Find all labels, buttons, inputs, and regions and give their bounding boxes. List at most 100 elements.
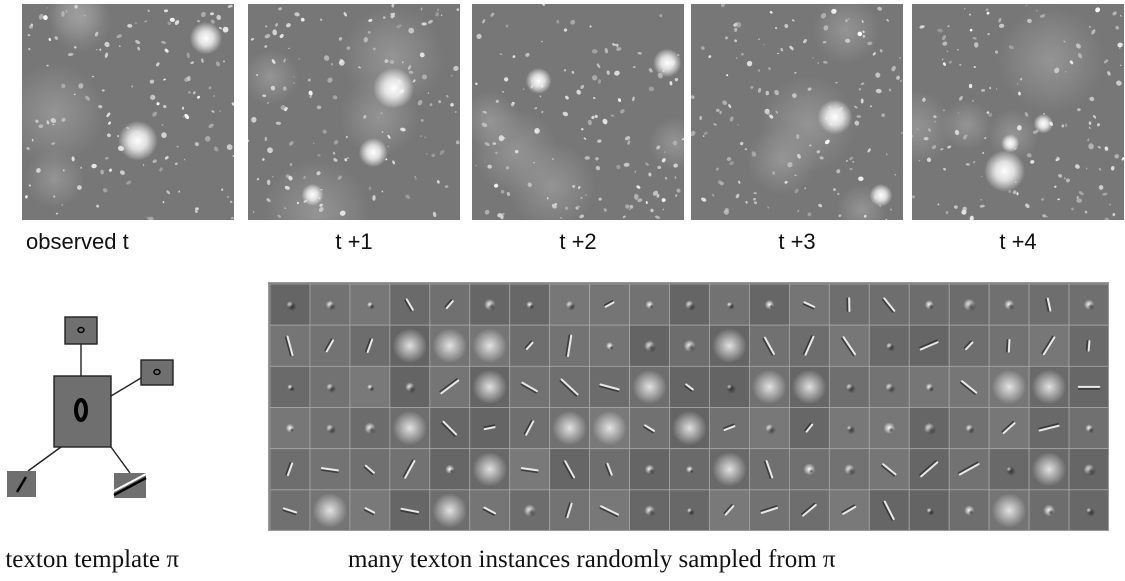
texton-instance-tile (429, 407, 471, 450)
texton-instance-tile (788, 365, 830, 408)
texton-instance-tile (1068, 283, 1108, 326)
texton-instance-tile (828, 324, 870, 367)
texton-instance-tile (1028, 407, 1070, 450)
texton-instance-tile (549, 324, 591, 367)
template-bottom-left-part (7, 471, 36, 497)
texton-instance-tile (709, 489, 750, 530)
texton-instance-tile (908, 365, 950, 408)
frame-label-t1: t +1 (335, 229, 373, 254)
template-connectors (27, 344, 142, 474)
texton-instance-tile (1028, 365, 1070, 408)
texton-instance-tile (1068, 448, 1108, 491)
texton-instance-tile (788, 324, 830, 367)
texton-instance-tile (389, 324, 431, 367)
texton-instance-tile (469, 407, 511, 450)
texton-instance-tile (589, 365, 630, 408)
texton-instance-tile (549, 365, 591, 408)
texton-instance-tile (469, 324, 511, 367)
texton-instance-tile (828, 365, 870, 408)
frame-label-observed: observed t (26, 229, 129, 254)
template-top-part (64, 316, 98, 345)
texton-instance-tile (549, 448, 591, 491)
texton-instance-tile (908, 489, 950, 530)
texton-instance-tile (349, 407, 391, 450)
texton-instance-tile (349, 365, 391, 408)
texton-instance-tile (908, 324, 950, 367)
texton-instance-tile (908, 448, 950, 491)
texton-instance-tile (1028, 448, 1070, 491)
texton-instance-tile (749, 283, 790, 326)
frame-label-t4: t +4 (999, 229, 1037, 254)
texton-instance-tile (509, 365, 551, 408)
texton-instance-tile (749, 407, 790, 450)
template-center-part (53, 375, 112, 448)
texton-instance-tile (589, 448, 630, 491)
texton-instance-tile (509, 489, 551, 530)
texton-instance-tile (349, 283, 391, 326)
texton-instance-tile (828, 283, 870, 326)
texton-instance-tile (309, 448, 351, 491)
texton-instance-tile (269, 283, 311, 326)
texton-instance-tile (948, 489, 990, 530)
texton-instance-tile (988, 365, 1030, 408)
texton-instance-tile (549, 489, 591, 530)
texton-instance-tile (669, 365, 710, 408)
texton-instance-tile (709, 283, 750, 326)
texton-instance-tile (429, 365, 471, 408)
texton-instance-tile (669, 407, 710, 450)
template-caption: a texton template π (0, 546, 180, 573)
texton-instance-tile (309, 324, 351, 367)
texton-instance-tile (629, 448, 670, 491)
texton-instance-tile (749, 448, 790, 491)
texton-instance-tile (948, 365, 990, 408)
template-bottom-right-part (113, 473, 147, 498)
texton-instance-tile (749, 489, 790, 530)
video-frame-t (22, 4, 234, 220)
texton-instance-tile (629, 324, 670, 367)
texton-instance-tile (269, 489, 311, 530)
texton-instance-tile (309, 365, 351, 408)
template-right-part (140, 359, 174, 386)
texton-instance-tile (349, 324, 391, 367)
texton-instance-tile (868, 283, 910, 326)
texton-instance-tile (389, 365, 431, 408)
texton-instance-tile (469, 489, 511, 530)
video-frame-t4 (912, 4, 1124, 220)
texton-instance-tile (788, 489, 830, 530)
texton-instance-tile (269, 324, 311, 367)
texton-instance-tile (988, 407, 1030, 450)
video-frame-t1 (248, 4, 460, 220)
texton-instance-tile (669, 283, 710, 326)
texton-instance-tile (389, 407, 431, 450)
frame-label-t2: t +2 (559, 229, 597, 254)
texton-instance-tile (349, 448, 391, 491)
texton-instance-tile (269, 448, 311, 491)
texton-instance-tile (868, 324, 910, 367)
texton-instance-tile (509, 283, 551, 326)
texton-instance-tile (709, 448, 750, 491)
texton-instance-tile (868, 448, 910, 491)
texton-instance-tile (828, 448, 870, 491)
instances-caption: many texton instances randomly sampled f… (348, 546, 836, 573)
video-frame-t2 (472, 4, 684, 220)
texton-instance-tile (389, 448, 431, 491)
texton-instance-tile (1068, 365, 1108, 408)
texton-instance-tile (349, 489, 391, 530)
texton-instance-tile (549, 407, 591, 450)
texton-instance-tile (309, 489, 351, 530)
texton-instance-tile (589, 324, 630, 367)
texton-instance-tile (589, 489, 630, 530)
texton-instance-tile (788, 448, 830, 491)
texton-instance-tile (948, 407, 990, 450)
texton-instance-tile (309, 407, 351, 450)
texton-instance-tile (1028, 283, 1070, 326)
texton-instance-tile (948, 448, 990, 491)
texton-instance-tile (788, 407, 830, 450)
texton-instance-tile (389, 489, 431, 530)
texton-instance-tile (948, 283, 990, 326)
texton-instance-tile (948, 324, 990, 367)
texton-instance-tile (429, 324, 471, 367)
texton-instance-grid (268, 282, 1109, 531)
texton-instance-tile (709, 407, 750, 450)
texton-instance-tile (589, 283, 630, 326)
